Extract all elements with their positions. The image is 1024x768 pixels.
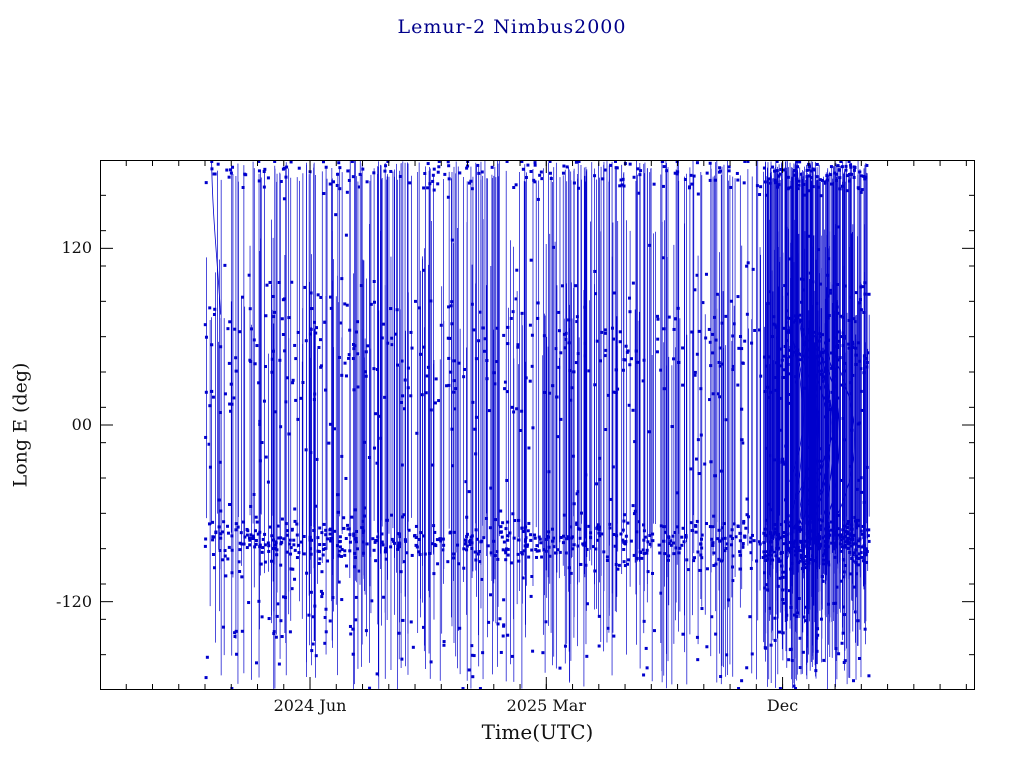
x-tick-label: 2025 Mar	[506, 696, 586, 715]
x-axis-label: Time(UTC)	[481, 720, 594, 744]
y-tick-label: -120	[56, 591, 92, 611]
y-axis-label: Long E (deg)	[9, 362, 31, 488]
chart-title: Lemur-2 Nimbus2000	[397, 16, 627, 38]
plot-svg	[100, 160, 975, 690]
x-tick-label: Dec	[766, 696, 799, 715]
plot-area	[100, 160, 975, 690]
y-tick-label: 00	[71, 415, 92, 434]
x-tick-label: 2024 Jun	[273, 696, 347, 715]
y-tick-label: 120	[61, 238, 92, 258]
